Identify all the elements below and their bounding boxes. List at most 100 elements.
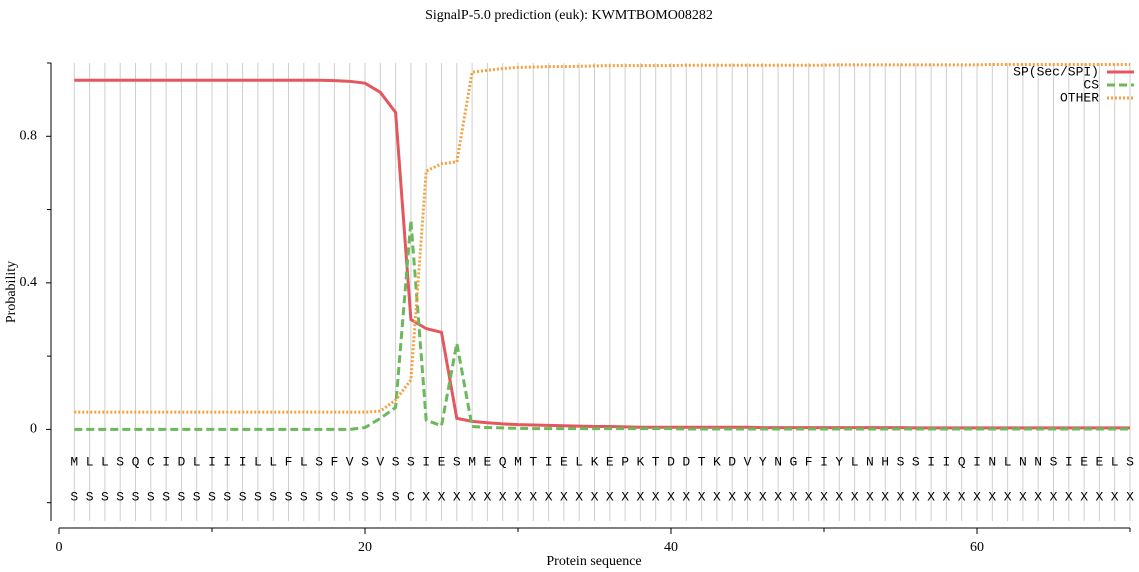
residue-label: S: [177, 489, 185, 504]
residue-label: X: [422, 489, 430, 504]
residue: G: [789, 454, 797, 469]
residue: S: [1126, 454, 1134, 469]
residue-label: X: [438, 489, 446, 504]
residue: D: [682, 454, 690, 469]
residue-label: X: [835, 489, 843, 504]
residue: V: [376, 454, 384, 469]
residue-label: X: [912, 489, 920, 504]
residue: L: [101, 454, 109, 469]
residue: N: [988, 454, 996, 469]
residue: S: [1050, 454, 1058, 469]
residue-label: X: [759, 489, 767, 504]
residue: K: [591, 454, 599, 469]
residue-label: X: [713, 489, 721, 504]
residue-label: X: [1019, 489, 1027, 504]
residue-label: S: [208, 489, 216, 504]
residue: E: [1080, 454, 1088, 469]
residue: E: [1095, 454, 1103, 469]
residue: L: [269, 454, 277, 469]
residue: N: [1019, 454, 1027, 469]
residue: F: [285, 454, 293, 469]
y-tick-label: 0.8: [20, 128, 38, 143]
residue-label: S: [223, 489, 231, 504]
residue: T: [529, 454, 537, 469]
residue-label: X: [1111, 489, 1119, 504]
residue-label: X: [575, 489, 583, 504]
residue: C: [147, 454, 155, 469]
residue-label: X: [774, 489, 782, 504]
residue: Q: [958, 454, 966, 469]
residue: E: [438, 454, 446, 469]
residue-label: X: [621, 489, 629, 504]
x-tick-label: 0: [56, 540, 63, 555]
residue: N: [1034, 454, 1042, 469]
residue: H: [881, 454, 889, 469]
residue-label: X: [606, 489, 614, 504]
residue-label: X: [529, 489, 537, 504]
residue-label: S: [300, 489, 308, 504]
residue-label: S: [376, 489, 384, 504]
residue-label: S: [132, 489, 140, 504]
residue-label: S: [162, 489, 170, 504]
x-axis-label: Protein sequence: [546, 554, 641, 569]
residue-label: X: [698, 489, 706, 504]
residue-label: X: [1034, 489, 1042, 504]
residue-label: X: [789, 489, 797, 504]
residue: F: [805, 454, 813, 469]
residue-label: X: [514, 489, 522, 504]
residue-label: X: [453, 489, 461, 504]
residue-label: S: [269, 489, 277, 504]
residue: E: [606, 454, 614, 469]
residue: I: [208, 454, 216, 469]
residue-label: X: [636, 489, 644, 504]
residue-label: X: [1065, 489, 1073, 504]
residue: D: [728, 454, 736, 469]
residue: M: [468, 454, 476, 469]
residue: S: [897, 454, 905, 469]
residue: M: [70, 454, 78, 469]
legend-label: CS: [1083, 77, 1099, 92]
residue: I: [422, 454, 430, 469]
residue-label: X: [881, 489, 889, 504]
residue: I: [223, 454, 231, 469]
residue-label: X: [958, 489, 966, 504]
residue: D: [667, 454, 675, 469]
residue: S: [392, 454, 400, 469]
residue-label: S: [116, 489, 124, 504]
residue-label: X: [1126, 489, 1134, 504]
residue-label: X: [1080, 489, 1088, 504]
residue: T: [652, 454, 660, 469]
residue: K: [713, 454, 721, 469]
residue: T: [698, 454, 706, 469]
residue: S: [361, 454, 369, 469]
residue: L: [575, 454, 583, 469]
residue-label: S: [330, 489, 338, 504]
residue-label: S: [392, 489, 400, 504]
residue: I: [545, 454, 553, 469]
residue-label: S: [361, 489, 369, 504]
residue: I: [973, 454, 981, 469]
residue: Q: [132, 454, 140, 469]
residue-label: X: [1004, 489, 1012, 504]
residue-label: S: [147, 489, 155, 504]
residue: N: [866, 454, 874, 469]
residue: D: [177, 454, 185, 469]
residue-label: X: [682, 489, 690, 504]
residue: L: [254, 454, 262, 469]
x-tick-label: 40: [664, 540, 678, 555]
residue-label: S: [254, 489, 262, 504]
residue: S: [116, 454, 124, 469]
residue: I: [162, 454, 170, 469]
residue-label: X: [744, 489, 752, 504]
residue-label: X: [667, 489, 675, 504]
residue: F: [330, 454, 338, 469]
x-tick-label: 20: [358, 540, 372, 555]
residue-label: S: [285, 489, 293, 504]
residue-label: X: [483, 489, 491, 504]
residue-label: X: [927, 489, 935, 504]
residue-label: S: [346, 489, 354, 504]
residue: P: [621, 454, 629, 469]
y-axis-label: Probability: [4, 261, 19, 323]
residue-label: S: [86, 489, 94, 504]
